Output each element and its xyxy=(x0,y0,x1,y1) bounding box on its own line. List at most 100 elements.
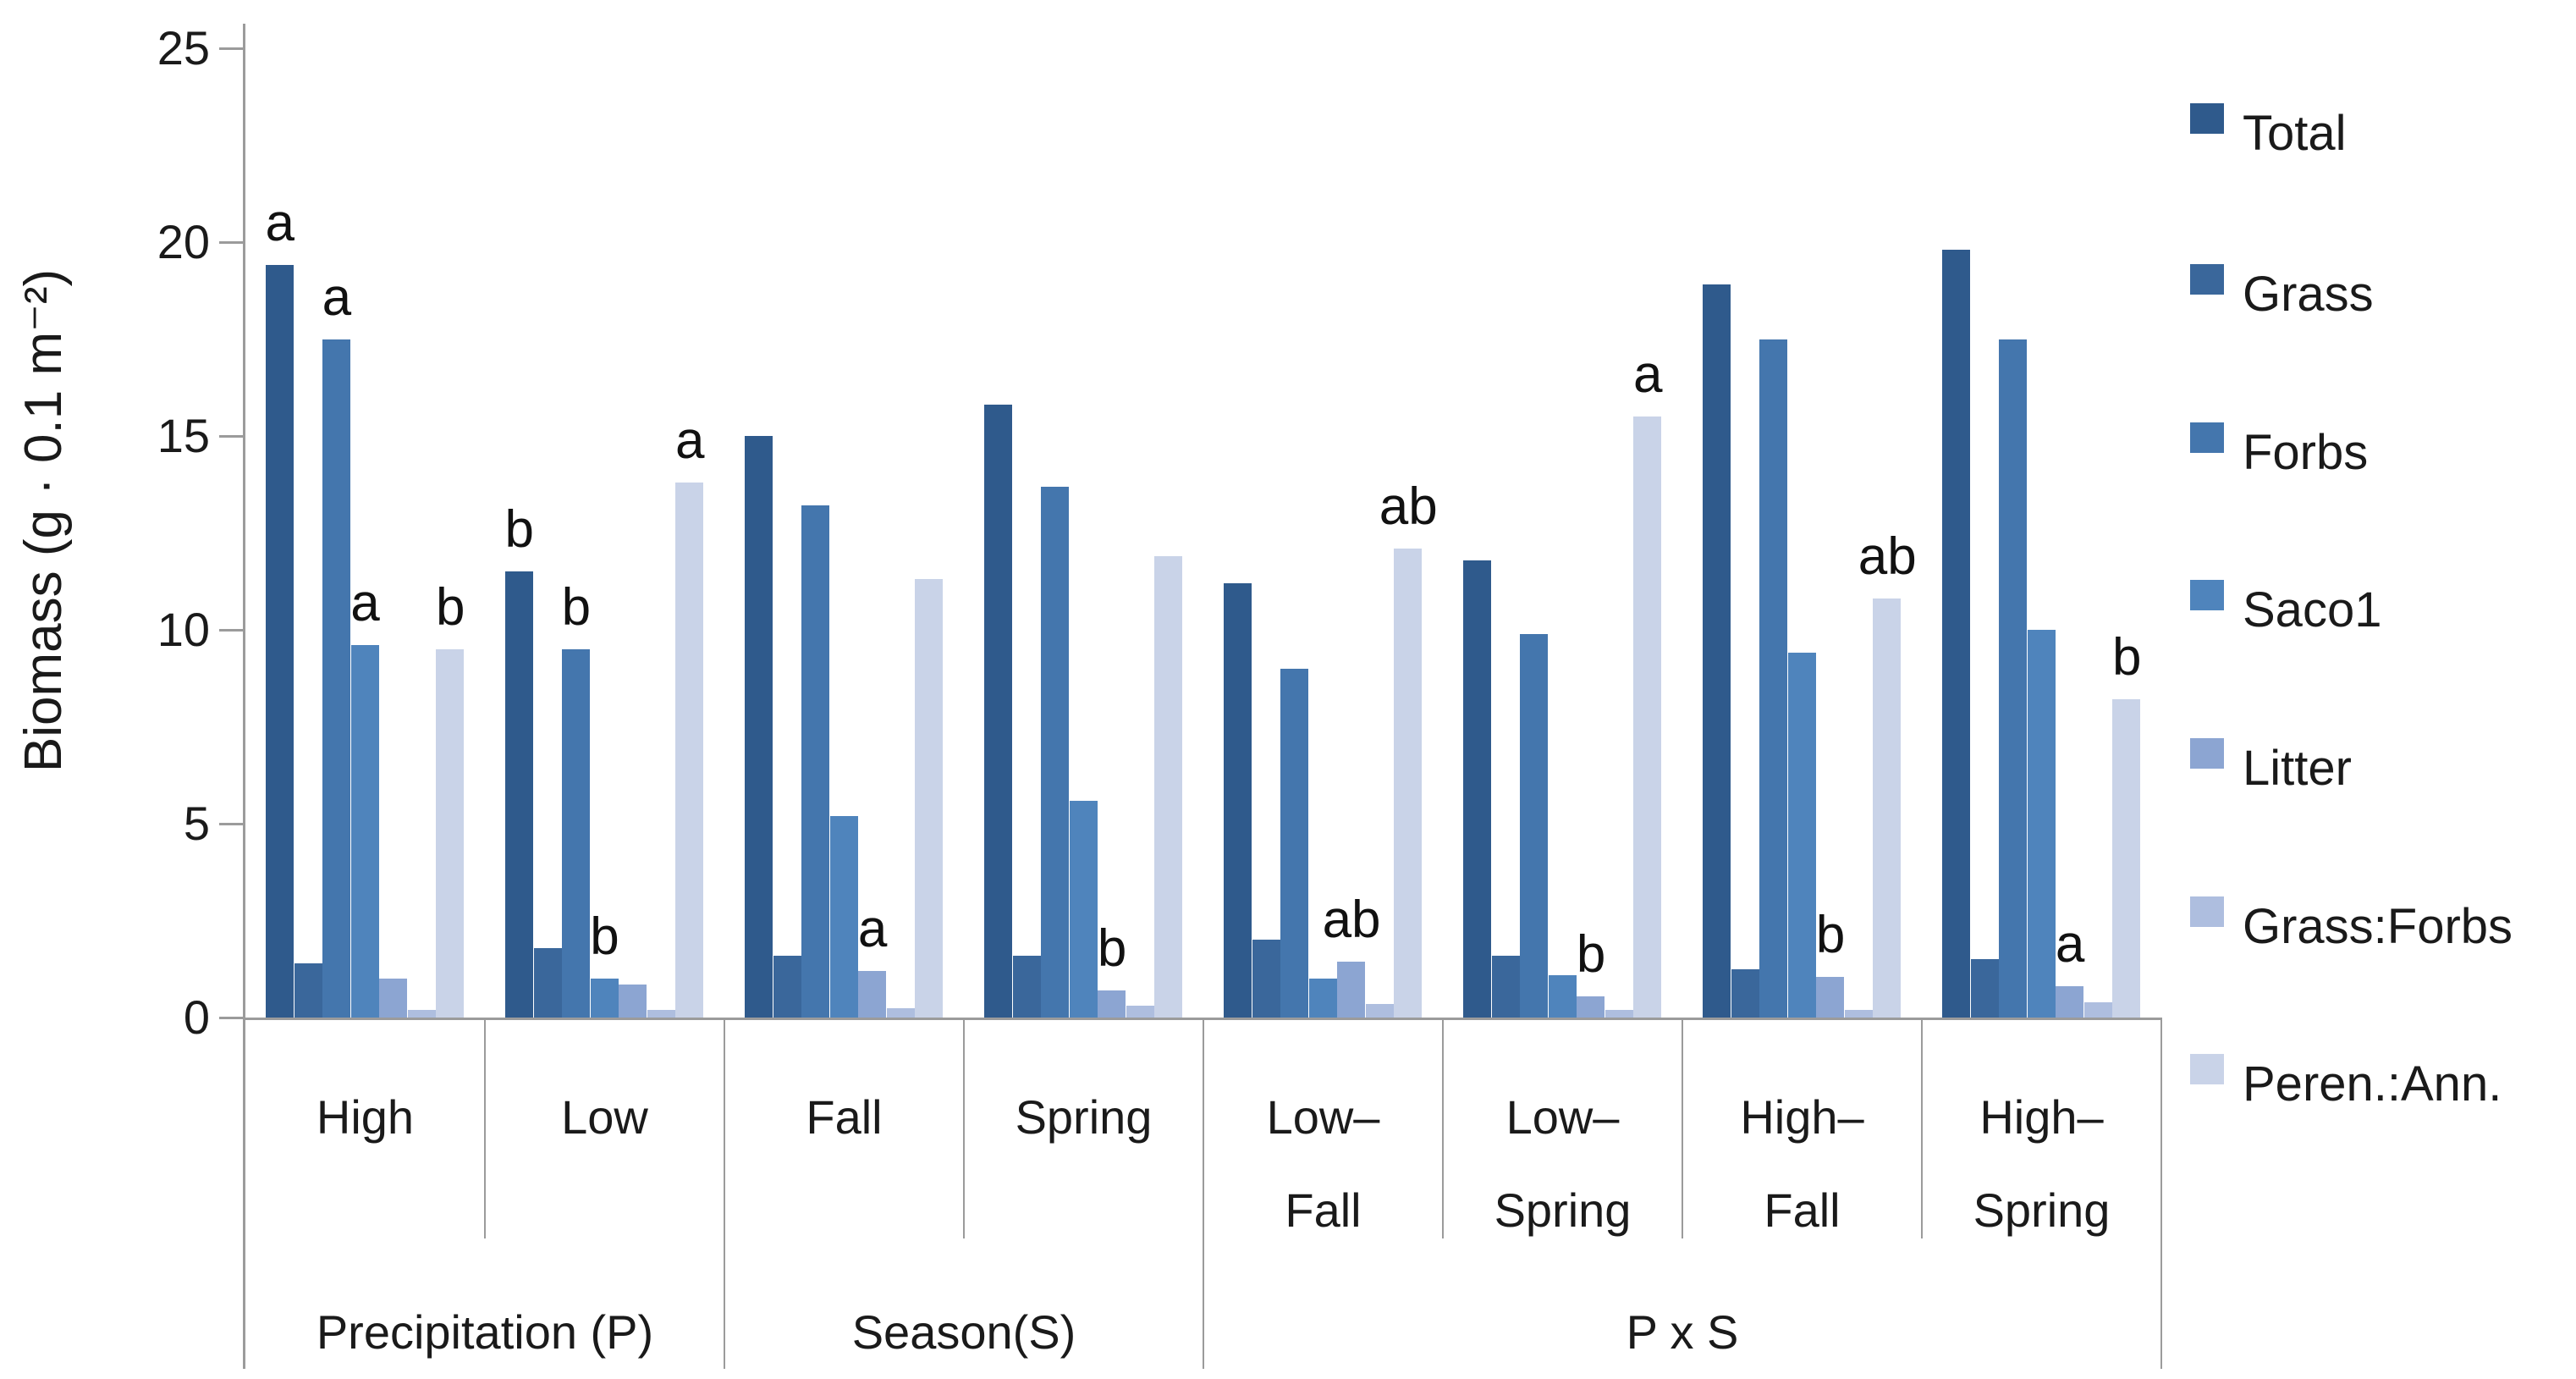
x-category-label: Low– Spring xyxy=(1494,1090,1632,1237)
legend-label: Peren.:Ann. xyxy=(2243,1056,2502,1111)
y-axis-line xyxy=(243,24,245,1369)
bar-total-cat7 xyxy=(1942,250,1971,1018)
bar-grass-cat2 xyxy=(773,955,801,1018)
bar-grass-cat6 xyxy=(1731,968,1759,1018)
significance-letter: a xyxy=(857,900,888,959)
significance-letter: b xyxy=(1815,905,1846,964)
category-divider xyxy=(724,1018,725,1369)
bar-peren-ann--cat1 xyxy=(675,482,704,1018)
x-category-label: High– Fall xyxy=(1740,1090,1864,1237)
bar-forbs-cat4 xyxy=(1280,668,1309,1018)
x-group-label: Precipitation (P) xyxy=(316,1305,654,1359)
group-divider xyxy=(1682,1018,1683,1238)
y-tick-mark xyxy=(219,1017,243,1019)
legend-swatch xyxy=(2190,738,2224,769)
bar-grass-forbs-cat5 xyxy=(1604,1009,1633,1018)
bar-saco1-cat3 xyxy=(1069,800,1098,1018)
bar-litter-cat3 xyxy=(1098,990,1126,1018)
bar-grass-forbs-cat3 xyxy=(1126,1006,1154,1018)
bar-total-cat1 xyxy=(505,571,534,1018)
bar-peren-ann--cat2 xyxy=(915,579,944,1018)
bar-litter-cat4 xyxy=(1337,961,1366,1018)
x-category-label: Low– Fall xyxy=(1266,1090,1380,1237)
bar-forbs-cat6 xyxy=(1759,339,1788,1018)
group-divider xyxy=(484,1018,486,1238)
legend-label: Grass:Forbs xyxy=(2243,899,2513,954)
bar-total-cat0 xyxy=(266,265,294,1018)
significance-letter: a xyxy=(1632,345,1663,405)
y-tick-label: 15 xyxy=(157,409,210,462)
significance-letter: a xyxy=(2055,915,2085,974)
y-tick-mark xyxy=(219,435,243,438)
bar-peren-ann--cat7 xyxy=(2112,699,2141,1018)
bar-forbs-cat7 xyxy=(1999,339,2028,1018)
group-divider xyxy=(1442,1018,1444,1238)
x-category-label: High– Spring xyxy=(1973,1090,2111,1237)
legend-label: Litter xyxy=(2243,741,2352,796)
bar-grass-cat4 xyxy=(1252,940,1280,1018)
bar-total-cat6 xyxy=(1703,284,1731,1018)
bar-forbs-cat3 xyxy=(1041,486,1070,1018)
legend-label: Total xyxy=(2243,106,2347,161)
bar-saco1-cat2 xyxy=(829,815,858,1018)
y-tick-label: 25 xyxy=(157,21,210,74)
significance-letter: b xyxy=(590,907,619,967)
legend-swatch xyxy=(2190,422,2224,453)
y-tick-mark xyxy=(219,47,243,50)
bar-litter-cat5 xyxy=(1577,996,1605,1018)
y-tick-mark xyxy=(219,241,243,244)
bar-saco1-cat5 xyxy=(1548,974,1577,1018)
legend-label: Grass xyxy=(2243,267,2374,322)
bar-litter-cat7 xyxy=(2056,986,2084,1018)
bar-forbs-cat2 xyxy=(801,505,830,1018)
significance-letter: b xyxy=(2111,628,2142,687)
legend-swatch xyxy=(2190,264,2224,295)
bar-grass-cat1 xyxy=(533,947,562,1018)
legend-swatch xyxy=(2190,896,2224,927)
significance-letter: b xyxy=(435,577,465,637)
x-group-label: P x S xyxy=(1626,1305,1739,1359)
legend-swatch xyxy=(2190,1054,2224,1084)
bar-peren-ann--cat5 xyxy=(1633,416,1662,1018)
legend-label: Saco1 xyxy=(2243,582,2382,637)
y-tick-mark xyxy=(219,629,243,632)
bar-grass-forbs-cat6 xyxy=(1844,1009,1873,1018)
bar-forbs-cat0 xyxy=(322,339,351,1018)
bar-saco1-cat4 xyxy=(1308,979,1337,1018)
bar-saco1-cat1 xyxy=(590,979,619,1018)
bar-grass-forbs-cat1 xyxy=(647,1009,675,1018)
legend-label: Forbs xyxy=(2243,425,2369,480)
x-category-label: High xyxy=(316,1090,415,1144)
x-axis-line xyxy=(243,1018,2161,1020)
bar-grass-cat5 xyxy=(1491,955,1520,1018)
bar-grass-cat3 xyxy=(1012,955,1041,1018)
bar-litter-cat2 xyxy=(858,971,887,1018)
x-group-label: Season(S) xyxy=(851,1305,1076,1359)
bar-litter-cat0 xyxy=(379,979,408,1018)
category-divider xyxy=(1203,1018,1204,1369)
bar-forbs-cat5 xyxy=(1520,633,1549,1018)
bar-litter-cat1 xyxy=(619,985,647,1018)
x-category-label: Spring xyxy=(1015,1090,1153,1144)
bar-grass-cat0 xyxy=(294,963,322,1018)
bar-grass-forbs-cat7 xyxy=(2083,1001,2112,1018)
bar-total-cat3 xyxy=(984,405,1013,1018)
bar-grass-forbs-cat2 xyxy=(886,1007,915,1018)
y-tick-label: 5 xyxy=(183,797,210,850)
bar-peren-ann--cat3 xyxy=(1154,555,1183,1018)
bar-grass-forbs-cat4 xyxy=(1365,1003,1394,1018)
legend-swatch xyxy=(2190,580,2224,610)
bar-grass-cat7 xyxy=(1970,959,1999,1018)
category-divider xyxy=(2160,1018,2162,1369)
group-divider xyxy=(1921,1018,1923,1238)
significance-letter: b xyxy=(504,500,535,560)
significance-letter: ab xyxy=(1858,527,1917,587)
legend-swatch xyxy=(2190,103,2224,134)
y-tick-mark xyxy=(219,823,243,825)
bar-saco1-cat0 xyxy=(350,645,379,1018)
bar-grass-forbs-cat0 xyxy=(407,1009,436,1018)
bar-peren-ann--cat6 xyxy=(1873,598,1902,1018)
bar-peren-ann--cat4 xyxy=(1394,548,1423,1018)
significance-letter: b xyxy=(1576,924,1606,984)
